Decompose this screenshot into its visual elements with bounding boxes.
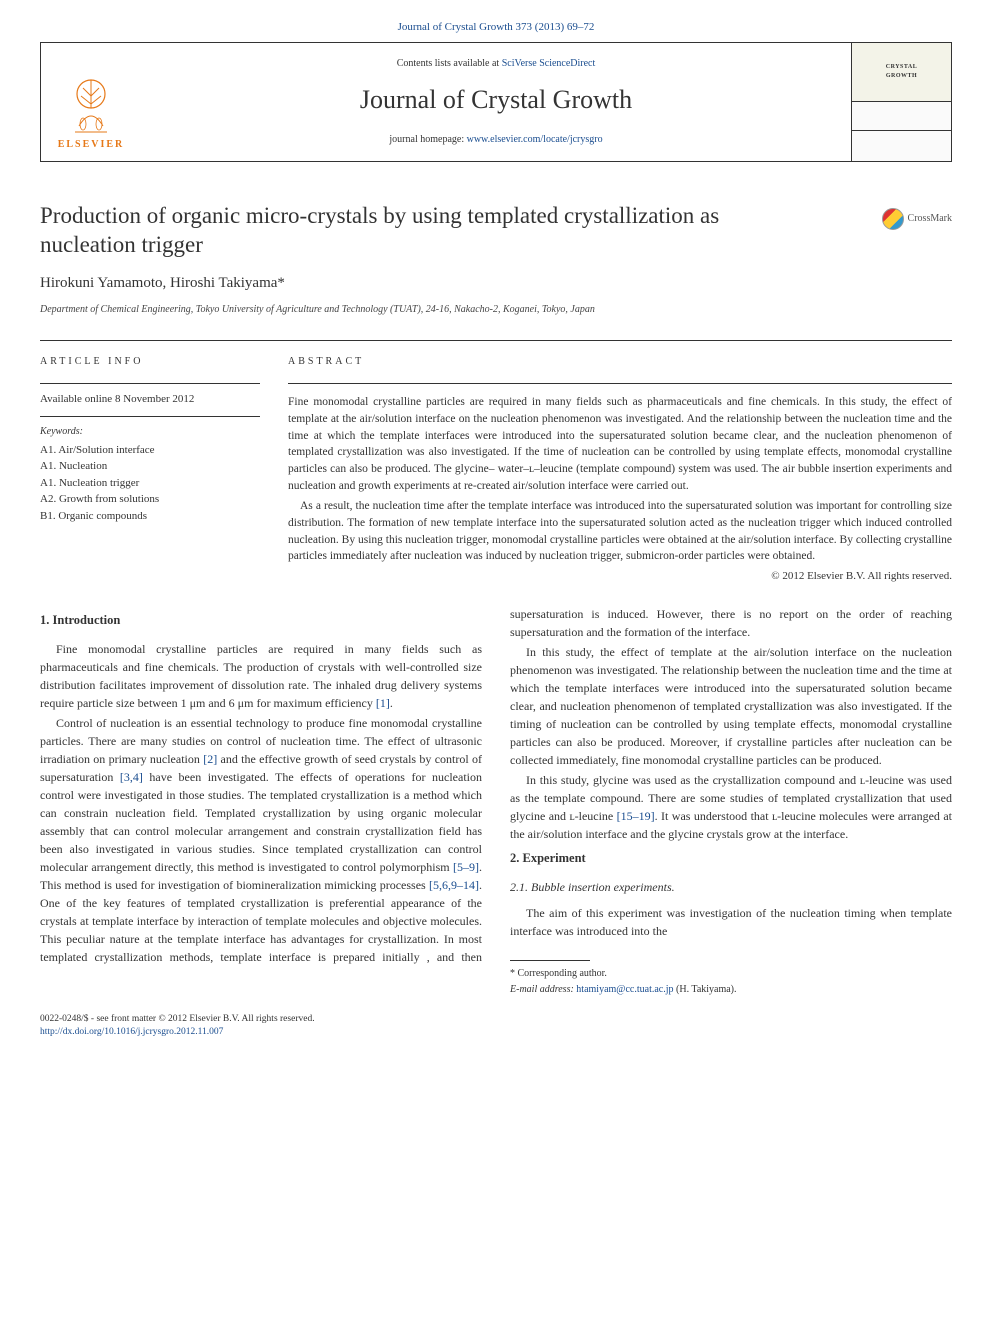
contents-available: Contents lists available at SciVerse Sci… (397, 57, 596, 72)
email-link[interactable]: htamiyam@cc.tuat.ac.jp (576, 984, 673, 995)
footer: 0022-0248/$ - see front matter © 2012 El… (40, 1013, 952, 1040)
journal-cover-thumb: CRYSTAL GROWTH (852, 43, 951, 102)
text-run: . (390, 696, 393, 710)
text-run: Fine monomodal crystalline particles are… (40, 642, 482, 710)
abstract-p1: Fine monomodal crystalline particles are… (288, 394, 952, 494)
body-text: 1. Introduction Fine monomodal crystalli… (40, 605, 952, 997)
ref-link[interactable]: [15–19] (617, 809, 655, 823)
journal-header: ELSEVIER Contents lists available at Sci… (40, 42, 952, 162)
cover-strip-2 (852, 131, 951, 161)
article-title: Production of organic micro-crystals by … (40, 202, 800, 260)
subsection-2-1-heading: 2.1. Bubble insertion experiments. (510, 878, 952, 896)
crossmark-icon (882, 208, 904, 230)
abstract-column: abstract Fine monomodal crystalline part… (288, 341, 952, 585)
contents-prefix: Contents lists available at (397, 58, 502, 69)
keyword-item: A1. Nucleation trigger (40, 475, 260, 492)
footer-doi[interactable]: http://dx.doi.org/10.1016/j.jcrysgro.201… (40, 1026, 952, 1039)
abstract-copyright: © 2012 Elsevier B.V. All rights reserved… (288, 569, 952, 585)
homepage-prefix: journal homepage: (389, 134, 466, 145)
journal-name: Journal of Crystal Growth (360, 81, 632, 119)
journal-cover-cell: CRYSTAL GROWTH (851, 43, 951, 161)
available-online: Available online 8 November 2012 (40, 392, 260, 417)
publisher-name: ELSEVIER (58, 138, 125, 153)
intro-p4: In this study, glycine was used as the c… (510, 771, 952, 843)
exp-p1: The aim of this experiment was investiga… (510, 904, 952, 940)
intro-p3: In this study, the effect of template at… (510, 643, 952, 769)
ref-link[interactable]: [5–9] (453, 860, 479, 874)
article-info-heading: article info (40, 341, 260, 385)
ref-link[interactable]: [3,4] (120, 770, 143, 784)
corresponding-marker: * (277, 275, 285, 291)
publisher-logo-cell: ELSEVIER (41, 43, 141, 161)
keyword-item: A2. Growth from solutions (40, 491, 260, 508)
corresponding-note: * Corresponding author. (510, 967, 952, 981)
keyword-item: A1. Air/Solution interface (40, 442, 260, 459)
abstract-p2: As a result, the nucleation time after t… (288, 498, 952, 565)
authors: Hirokuni Yamamoto, Hiroshi Takiyama* (40, 273, 952, 295)
author-names: Hirokuni Yamamoto, Hiroshi Takiyama (40, 275, 277, 291)
homepage-link[interactable]: www.elsevier.com/locate/jcrysgro (467, 134, 603, 145)
email-suffix: (H. Takiyama). (674, 984, 737, 995)
abstract-heading: abstract (288, 341, 952, 385)
elsevier-tree-icon (61, 76, 121, 136)
ref-link[interactable]: [5,6,9–14] (429, 878, 479, 892)
affiliation: Department of Chemical Engineering, Toky… (40, 303, 952, 318)
scidirect-link[interactable]: SciVerse ScienceDirect (502, 58, 596, 69)
footer-copyright: 0022-0248/$ - see front matter © 2012 El… (40, 1013, 952, 1026)
footnote-block: * Corresponding author. E-mail address: … (510, 967, 952, 997)
email-label: E-mail address: (510, 984, 576, 995)
journal-citation[interactable]: Journal of Crystal Growth 373 (2013) 69–… (40, 20, 952, 36)
footnote-separator (510, 960, 590, 961)
elsevier-logo[interactable]: ELSEVIER (51, 63, 131, 153)
article-info-column: article info Available online 8 November… (40, 341, 260, 585)
keywords-label: Keywords: (40, 425, 260, 440)
crossmark-badge[interactable]: CrossMark (882, 208, 952, 230)
ref-link[interactable]: [2] (203, 752, 217, 766)
crossmark-label: CrossMark (908, 212, 952, 227)
section-2-heading: 2. Experiment (510, 849, 952, 868)
keyword-item: A1. Nucleation (40, 458, 260, 475)
homepage-line: journal homepage: www.elsevier.com/locat… (389, 133, 602, 148)
ref-link[interactable]: [1] (376, 696, 390, 710)
cover-strip-1 (852, 102, 951, 132)
intro-p1: Fine monomodal crystalline particles are… (40, 640, 482, 712)
header-center: Contents lists available at SciVerse Sci… (141, 43, 851, 161)
cover-label-1: CRYSTAL (886, 63, 918, 72)
cover-label-2: GROWTH (886, 72, 917, 81)
keyword-item: B1. Organic compounds (40, 508, 260, 525)
abstract-text: Fine monomodal crystalline particles are… (288, 394, 952, 565)
text-run: have been investigated. The effects of o… (40, 770, 482, 874)
email-line: E-mail address: htamiyam@cc.tuat.ac.jp (… (510, 983, 952, 997)
section-1-heading: 1. Introduction (40, 611, 482, 630)
